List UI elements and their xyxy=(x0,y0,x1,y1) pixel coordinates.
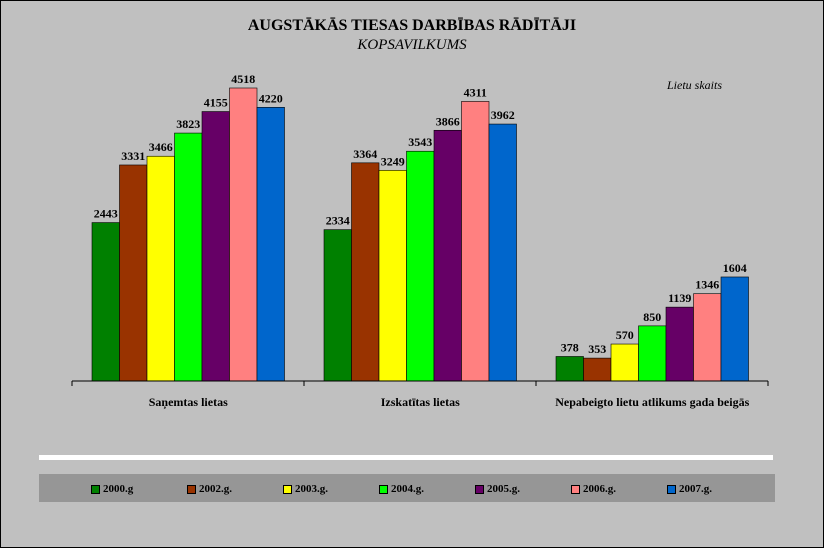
legend-swatch xyxy=(571,484,580,494)
bar xyxy=(406,150,435,382)
chart-subtitle: KOPSAVILKUMS xyxy=(357,37,467,53)
legend: 2000.g 2002.g. 2003.g. 2004.g. 2005.g. 2006.g… xyxy=(39,474,775,502)
data-label: 3249 xyxy=(381,154,405,168)
legend-swatch xyxy=(379,484,388,494)
bar xyxy=(488,123,517,382)
category-label: Nepabeigto lietu atlikums gada beigās xyxy=(555,395,749,409)
bar xyxy=(378,169,407,382)
legend-label: 2007.g. xyxy=(679,483,712,495)
data-label: 2334 xyxy=(326,214,350,228)
bar xyxy=(119,164,148,382)
legend-item: 2005.g. xyxy=(475,482,520,496)
data-label: 1604 xyxy=(723,261,747,275)
data-label: 3823 xyxy=(176,117,200,131)
legend-label: 2003.g. xyxy=(295,483,328,495)
data-label: 3331 xyxy=(121,149,145,163)
legend-label: 2002.g. xyxy=(199,483,232,495)
legend-label: 2000.g xyxy=(103,483,134,495)
data-label: 4220 xyxy=(259,91,283,105)
legend-item: 2007.g. xyxy=(667,482,712,496)
bar xyxy=(323,229,352,382)
data-label: 353 xyxy=(588,342,606,356)
bar xyxy=(256,107,285,382)
data-label: 850 xyxy=(643,310,661,324)
bar xyxy=(91,222,120,382)
bar xyxy=(201,111,230,382)
data-label: 3543 xyxy=(408,135,432,149)
data-label: 1346 xyxy=(695,278,719,292)
bar xyxy=(229,87,258,382)
bar xyxy=(665,306,694,382)
bar xyxy=(555,356,584,382)
data-label: 3466 xyxy=(149,140,173,154)
data-label: 378 xyxy=(561,340,579,354)
data-label: 4518 xyxy=(231,72,255,86)
data-label: 570 xyxy=(616,328,634,342)
bar xyxy=(174,132,203,382)
bar xyxy=(610,343,639,382)
data-label: 3364 xyxy=(353,147,377,161)
legend-label: 2005.g. xyxy=(487,483,520,495)
chart-title: AUGSTĀKĀS TIESAS DARBĪBAS RĀDĪTĀJI xyxy=(247,17,577,34)
legend-label: 2006.g. xyxy=(583,483,616,495)
legend-item: 2004.g. xyxy=(379,482,424,496)
legend-item: 2006.g. xyxy=(571,482,616,496)
legend-swatch xyxy=(667,484,676,494)
bar xyxy=(461,101,490,382)
data-label: 2443 xyxy=(94,207,118,221)
legend-item: 2000.g xyxy=(91,482,133,496)
bar xyxy=(693,293,722,382)
legend-swatch xyxy=(475,484,484,494)
data-label: 3866 xyxy=(436,114,460,128)
category-label: Izskatītas lietas xyxy=(381,395,460,409)
bar xyxy=(351,162,380,382)
legend-swatch xyxy=(91,484,100,494)
bar xyxy=(146,155,175,382)
legend-item: 2002.g. xyxy=(187,482,232,496)
category-label: Saņemtas lietas xyxy=(149,395,228,410)
data-label: 4155 xyxy=(204,96,228,110)
bar xyxy=(433,129,462,382)
unit-note: Lietu skaits xyxy=(667,78,723,92)
legend-swatch xyxy=(283,484,292,494)
data-label: 1139 xyxy=(668,291,691,305)
data-label: 4311 xyxy=(464,85,487,99)
separator-line xyxy=(39,455,773,460)
bar xyxy=(720,276,749,382)
legend-label: 2004.g. xyxy=(391,483,424,495)
legend-swatch xyxy=(187,484,196,494)
bar xyxy=(583,357,612,382)
legend-item: 2003.g. xyxy=(283,482,328,496)
bar xyxy=(638,325,667,382)
data-label: 3962 xyxy=(491,108,515,122)
